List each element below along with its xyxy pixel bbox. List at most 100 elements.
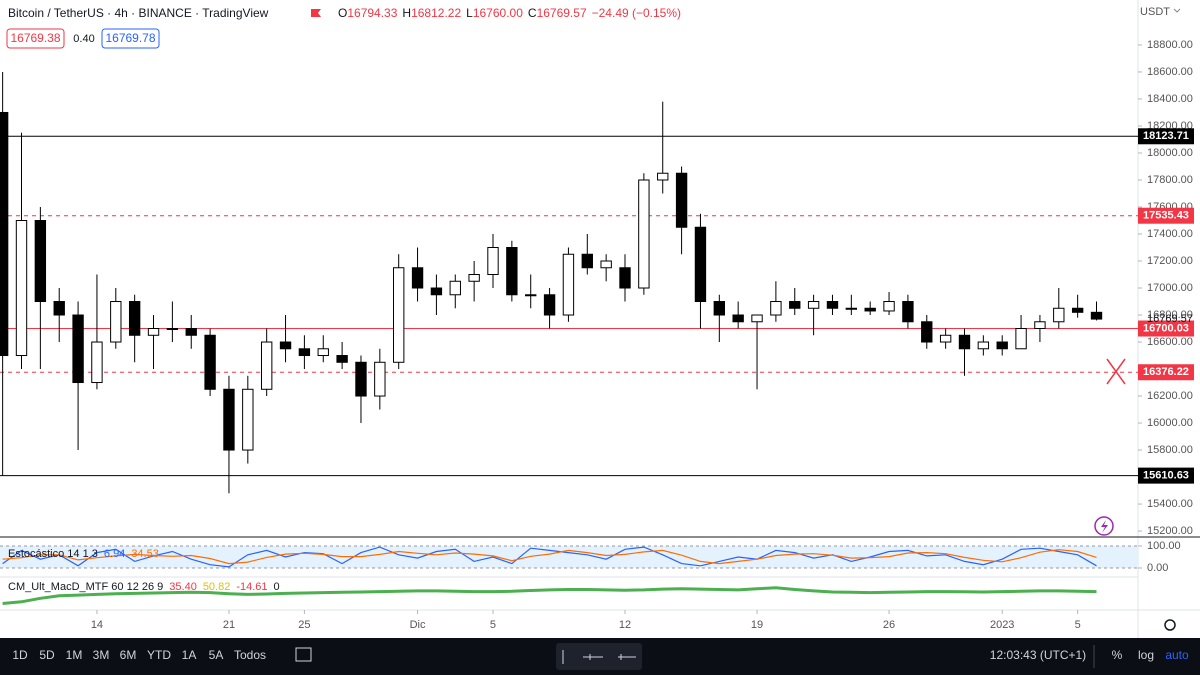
change: −24.49 (−0.15%) <box>592 6 681 20</box>
candle-body <box>72 314 84 384</box>
ohlc-value: 16794.33 <box>347 6 397 20</box>
level-label-box <box>1138 467 1194 484</box>
candle-body <box>939 334 952 343</box>
level-label-box <box>1138 320 1194 337</box>
x-tick-label: 25 <box>298 619 310 631</box>
candle-body <box>675 172 688 228</box>
ohlc-key: C <box>528 6 537 20</box>
x-tick-label: 5 <box>1075 619 1081 631</box>
scale-option[interactable]: auto <box>1165 648 1189 662</box>
indicator-value: 34.53 <box>131 548 159 560</box>
ohlc-value: 16760.00 <box>473 6 523 20</box>
candle-body <box>242 388 254 451</box>
x-tick-label: 2023 <box>990 619 1014 631</box>
range-button[interactable]: 1A <box>182 648 197 662</box>
range-button[interactable]: Todos <box>234 648 266 662</box>
candle-body <box>317 348 329 357</box>
candle-body <box>449 280 461 296</box>
scale-option[interactable]: % <box>1112 648 1123 662</box>
level-label-box <box>1138 364 1194 381</box>
ohlc-key: H <box>402 6 411 20</box>
candle-body <box>845 307 858 310</box>
range-button[interactable]: 6M <box>120 648 137 662</box>
candle-body <box>128 301 141 336</box>
candle-body <box>0 111 9 357</box>
indicator-value: 6.94 <box>104 548 125 560</box>
candle-body <box>430 287 443 296</box>
candle-body <box>921 321 933 343</box>
candle-body <box>732 314 744 323</box>
bolt <box>1101 520 1108 533</box>
symbol: Bitcoin / TetherUS · 4h · BINANCE · Trad… <box>8 6 269 20</box>
level-label: 16376.22 <box>1143 366 1189 378</box>
y-tick-label: 17800.00 <box>1147 174 1193 186</box>
y-tick-label: 16200.00 <box>1147 390 1193 402</box>
spread: 0.40 <box>73 33 94 45</box>
y-tick-label: 18000.00 <box>1147 147 1193 159</box>
candle-body <box>562 253 575 316</box>
candle-body <box>694 226 707 303</box>
candle-body <box>789 301 801 309</box>
control-icons[interactable] <box>562 650 636 664</box>
y-tick-label: 15400.00 <box>1147 498 1193 510</box>
flag-icon[interactable] <box>311 9 321 17</box>
clock: 12:03:43 (UTC+1) <box>990 648 1086 662</box>
indicator-legend: CM_Ult_MacD_MTF 60 12 26 9 35.40 50.82 -14.… <box>8 581 280 593</box>
candle-body <box>223 388 235 451</box>
candle-body <box>110 301 122 343</box>
y-tick-label: 17000.00 <box>1147 282 1193 294</box>
indicator-legend: Estocástico 14 1 3 6.94 34.53 <box>8 548 159 560</box>
ohlc-key: O <box>338 6 347 20</box>
date-range-icon[interactable] <box>295 647 312 662</box>
candle-body <box>543 294 556 316</box>
candle-body <box>902 301 914 323</box>
x-tick-label: 14 <box>91 619 103 631</box>
y-tick-label: 100.00 <box>1147 540 1181 552</box>
indicator-value: 0 <box>274 581 280 593</box>
level-label: 18123.71 <box>1143 130 1189 142</box>
y-tick-label: 18400.00 <box>1147 93 1193 105</box>
x-tick-label: 5 <box>490 619 496 631</box>
candle-body <box>1053 307 1065 323</box>
scale-option[interactable]: log <box>1138 648 1154 662</box>
ask-box[interactable] <box>101 28 160 49</box>
indicator-title: Estocástico 14 1 3 <box>8 548 98 560</box>
level-label: 16700.03 <box>1143 322 1189 334</box>
alert-icon[interactable] <box>1094 516 1114 536</box>
candle-body <box>1071 307 1084 313</box>
range-button[interactable]: 3M <box>93 648 110 662</box>
candle-body <box>883 301 895 312</box>
band <box>0 546 1138 568</box>
ohlc-legend: O16794.33 H16812.22 L16760.00 C16769.57 −24.… <box>338 6 681 20</box>
candle-body <box>393 267 405 363</box>
currency[interactable]: USDT <box>1140 6 1170 18</box>
candle-body <box>751 314 763 323</box>
candle-body <box>260 341 273 390</box>
candle-body <box>807 301 820 309</box>
y-tick-label: 17400.00 <box>1147 228 1193 240</box>
candle-body <box>336 355 348 363</box>
candle-body <box>91 341 103 384</box>
candle-body <box>166 328 179 331</box>
candle-body <box>657 172 669 181</box>
settings-icon[interactable] <box>1164 619 1176 631</box>
range-button[interactable]: YTD <box>147 648 171 662</box>
range-button[interactable]: 5A <box>209 648 224 662</box>
level-label: 17535.43 <box>1143 210 1189 222</box>
candle-body <box>525 294 537 297</box>
candle-body <box>977 341 990 350</box>
candle-body <box>1034 321 1046 330</box>
level-label-box <box>1138 128 1194 145</box>
candle-body <box>826 301 839 309</box>
range-button[interactable]: 1M <box>66 648 83 662</box>
range-button[interactable]: 1D <box>12 648 28 662</box>
x-tick-label: 21 <box>223 619 235 631</box>
symbol-title: Bitcoin / TetherUS · 4h · BINANCE · Trad… <box>8 6 269 20</box>
range-button[interactable]: 5D <box>39 648 55 662</box>
bid-box[interactable] <box>6 28 65 49</box>
candle-body <box>581 253 593 269</box>
candle-body <box>996 341 1008 350</box>
dropdown-icon <box>1173 8 1181 13</box>
y-tick-label: 16800.00 <box>1147 309 1193 321</box>
